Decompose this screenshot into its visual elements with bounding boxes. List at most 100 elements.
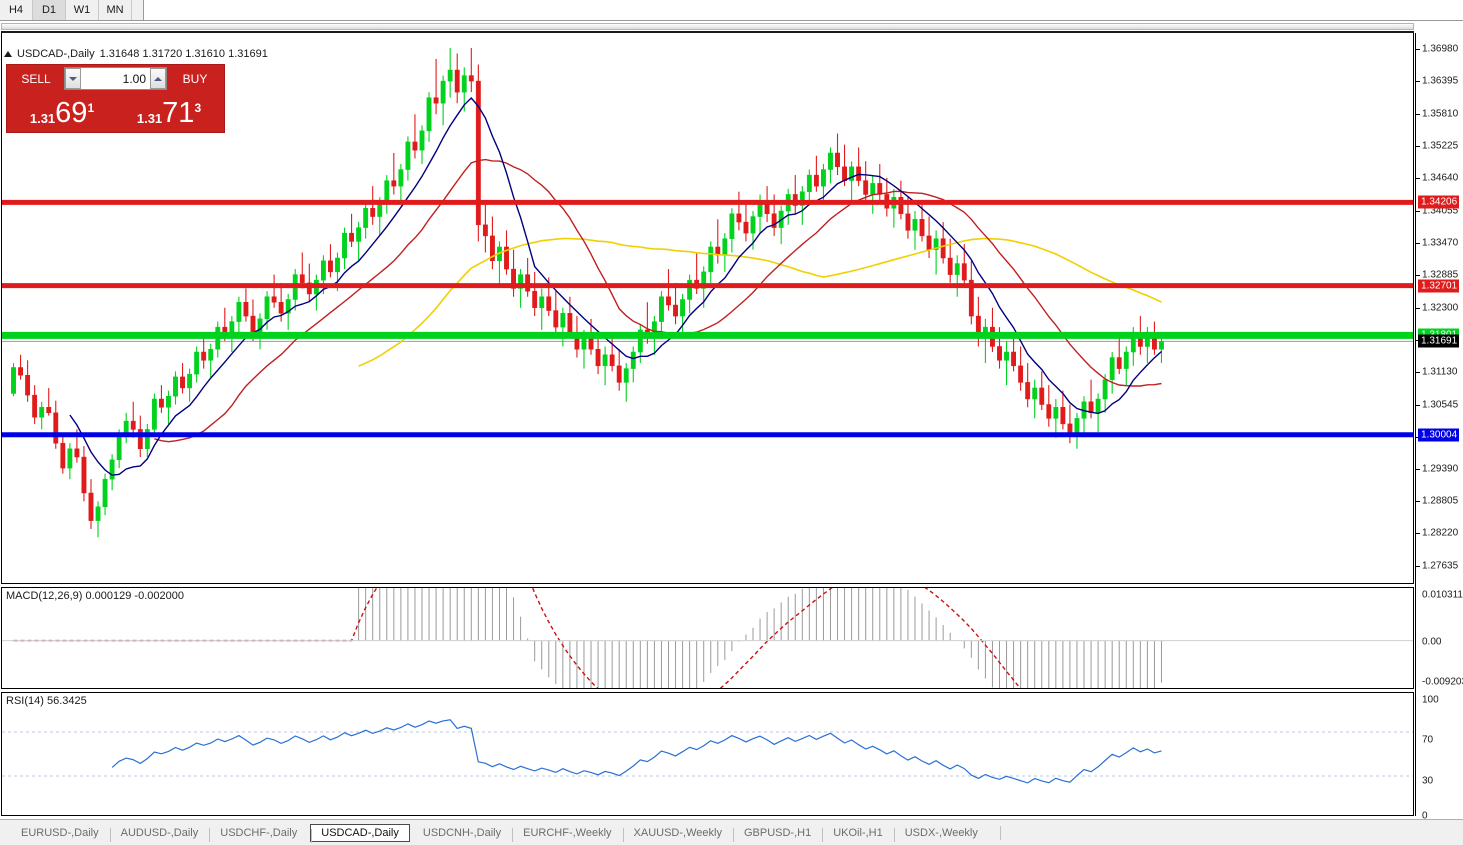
buy-price-main: 71: [162, 97, 195, 129]
sell-price-prefix: 1.31: [29, 111, 56, 126]
rsi-label: RSI(14) 56.3425: [6, 695, 87, 707]
buy-price-prefix: 1.31: [136, 111, 163, 126]
volume-stepper[interactable]: 1.00: [64, 67, 167, 90]
timeframe-w1[interactable]: W1: [66, 0, 99, 20]
volume-value[interactable]: 1.00: [122, 71, 146, 86]
price-tick: [1416, 243, 1420, 245]
order-panel-prices: 1.31 69 1 1.31 71 3: [7, 90, 224, 132]
ma-medium-line: [154, 158, 1162, 443]
chart-tab-usdx[interactable]: USDX-,Weekly: [893, 824, 989, 842]
chart-symbol-header: USDCAD-,Daily 1.31648 1.31720 1.31610 1.…: [4, 48, 268, 60]
price-tick: [1416, 307, 1420, 309]
price-tick-label: 1.28220: [1422, 527, 1459, 539]
sell-price-fraction: 1: [87, 101, 95, 115]
price-chart-pane[interactable]: [1, 33, 1414, 584]
price-tick-label: 1.36980: [1422, 43, 1459, 55]
rsi-line: [111, 719, 1162, 784]
price-scale-axis[interactable]: 1.36980 1.36395 1.35810 1.35225 1.34640 1.340…: [1415, 33, 1463, 822]
scrollbar-thumb[interactable]: [1, 23, 1414, 30]
sell-price[interactable]: 1.31 69 1: [10, 91, 114, 129]
sell-button-label: SELL: [21, 71, 51, 86]
triangle-up-icon: [4, 51, 12, 57]
price-tick: [1416, 113, 1420, 115]
chart-area: USDCAD-,Daily 1.31648 1.31720 1.31610 1.…: [0, 21, 1463, 838]
price-tick-label: 1.34640: [1422, 172, 1459, 184]
macd-signal-line: [13, 588, 1021, 688]
price-tick: [1416, 49, 1420, 51]
price-tick: [1416, 404, 1420, 406]
chart-horizontal-scrollbar[interactable]: [1, 21, 1414, 33]
price-tick-label: 1.28805: [1422, 495, 1459, 507]
price-tick-label: 1.36395: [1422, 75, 1459, 87]
chart-ohlc-values: 1.31648 1.31720 1.31610 1.31691: [99, 48, 268, 60]
order-panel-top-row: SELL 1.00 BUY: [7, 65, 224, 90]
one-click-trading-panel[interactable]: SELL 1.00 BUY 1.31 69 1 1.31 71 3: [6, 64, 225, 133]
buy-button[interactable]: BUY: [169, 67, 221, 90]
volume-decrease-icon[interactable]: [65, 68, 81, 89]
ma-slow-line: [358, 237, 1162, 367]
chart-tab-eurusd[interactable]: EURUSD-,Daily: [21, 826, 99, 839]
chart-tab-usdchf[interactable]: USDCHF-,Daily: [209, 824, 308, 842]
timeframe-mn-label: MN: [106, 4, 124, 16]
rsi-tick-label: 0: [1422, 810, 1428, 822]
price-tick: [1416, 468, 1420, 470]
macd-indicator-pane[interactable]: MACD(12,26,9) 0.000129 -0.002000: [1, 587, 1414, 689]
price-badge[interactable]: 1.34206: [1418, 195, 1460, 209]
timeframe-d1[interactable]: D1: [33, 0, 66, 20]
rsi-tick-label: 70: [1422, 734, 1434, 746]
volume-increase-icon[interactable]: [150, 68, 166, 89]
candlestick-canvas: [2, 47, 1413, 538]
buy-button-label: BUY: [182, 71, 208, 86]
timeframe-mn[interactable]: MN: [99, 0, 132, 20]
macd-tick-label: -0.009203: [1422, 676, 1463, 688]
chart-tab-bar: EURUSD-,Daily AUDUSD-,Daily USDCHF-,Daily U…: [0, 819, 1463, 845]
chart-tab-usdcnh[interactable]: USDCNH-,Daily: [422, 826, 502, 839]
chart-symbol-label: USDCAD-,Daily: [17, 48, 95, 60]
buy-price[interactable]: 1.31 71 3: [117, 91, 221, 129]
price-tick: [1416, 501, 1420, 502]
toolbar-divider: [132, 0, 144, 20]
price-tick-label: 1.34055: [1422, 205, 1459, 217]
price-tick: [1416, 81, 1420, 83]
sell-price-main: 69: [55, 97, 88, 129]
timeframe-w1-label: W1: [73, 4, 91, 16]
price-tick: [1416, 372, 1420, 374]
price-badge[interactable]: 1.30004: [1418, 428, 1460, 442]
timeframe-d1-label: D1: [41, 4, 57, 16]
chart-tab-usdcad[interactable]: USDCAD-,Daily: [310, 823, 410, 843]
chart-tab-gbpusd[interactable]: GBPUSD-,H1: [732, 824, 822, 842]
price-tick: [1416, 178, 1420, 180]
price-tick-label: 1.29390: [1422, 463, 1459, 475]
chart-tab-xauusd[interactable]: XAUUSD-,Weekly: [622, 824, 733, 842]
buy-price-fraction: 3: [194, 101, 202, 115]
price-tick: [1416, 146, 1420, 148]
chart-tab-eurchf[interactable]: EURCHF-,Weekly: [512, 824, 622, 842]
macd-canvas: [2, 588, 1413, 688]
price-tick-label: 1.30545: [1422, 399, 1459, 411]
price-tick-label: 1.27635: [1422, 560, 1459, 572]
rsi-indicator-pane[interactable]: RSI(14) 56.3425: [1, 692, 1414, 816]
price-tick-label: 1.32885: [1422, 269, 1459, 281]
toolbar-empty-space: [144, 0, 1463, 20]
macd-tick-label: 0.00: [1422, 636, 1442, 648]
macd-tick-label: 0.010311: [1422, 589, 1463, 601]
price-tick: [1416, 533, 1420, 535]
price-tick-label: 1.32300: [1422, 302, 1459, 314]
price-tick: [1416, 565, 1420, 567]
tab-divider: [999, 825, 1001, 840]
chart-tab-audusd[interactable]: AUDUSD-,Daily: [109, 824, 210, 842]
sell-button[interactable]: SELL: [10, 67, 62, 90]
macd-label: MACD(12,26,9) 0.000129 -0.002000: [6, 590, 184, 602]
rsi-tick-label: 30: [1422, 775, 1434, 787]
price-badge[interactable]: 1.32701: [1418, 279, 1460, 293]
rsi-tick-label: 100: [1422, 694, 1439, 706]
price-tick-label: 1.33470: [1422, 237, 1459, 249]
rsi-canvas: [2, 719, 1413, 784]
timeframe-h4[interactable]: H4: [0, 0, 33, 20]
price-tick-label: 1.31130: [1422, 366, 1458, 378]
price-tick: [1416, 275, 1420, 277]
chart-tab-ukoil[interactable]: UKOil-,H1: [822, 824, 894, 842]
price-tick: [1416, 210, 1420, 212]
price-tick-label: 1.35810: [1422, 108, 1459, 120]
price-badge[interactable]: 1.31691: [1418, 334, 1460, 348]
